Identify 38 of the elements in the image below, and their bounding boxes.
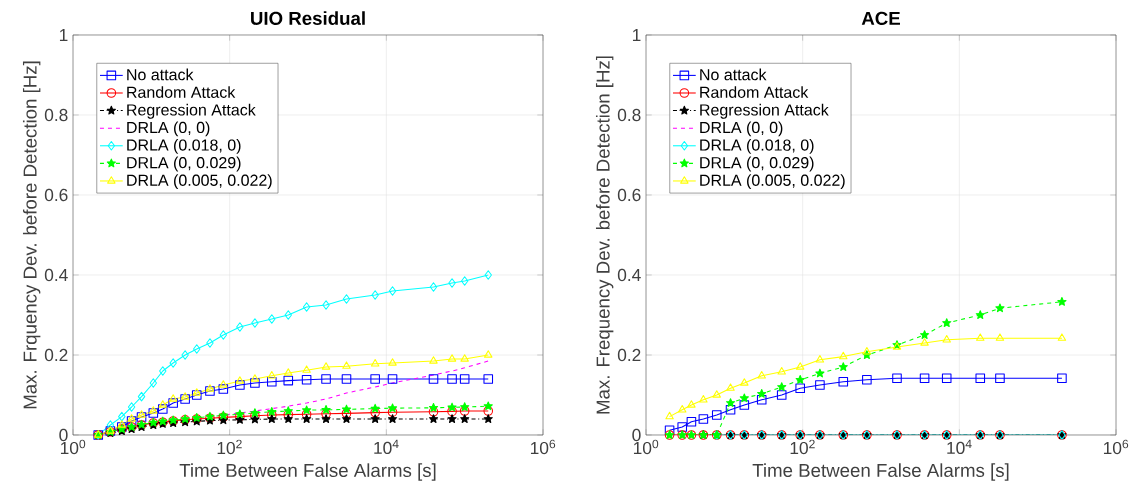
legend-label: No attack [127,68,194,81]
y-tick-label: 1 [59,29,68,41]
y-tick-label: 0.2 [44,348,68,362]
y-tick-label: 0.2 [617,348,641,362]
legend-label: Random Attack [700,86,809,98]
legend-label: DRLA (0, 0.029) [127,156,241,172]
y-tick-label: 0.8 [44,108,68,122]
y-tick-label: 0.6 [617,188,641,202]
y-tick-label: 0.8 [617,108,641,122]
y-axis-title: Max. Frquency Dev. before Detection [Hz] [22,61,41,409]
legend-label: DRLA (0, 0) [127,121,210,137]
y-tick-label: 0.6 [44,188,68,202]
legend-label: Regression Attack [700,103,829,119]
legend-label: DRLA (0.018, 0) [127,138,241,154]
legend-label: No attack [700,68,767,81]
legend-label: DRLA (0.005, 0.022) [127,174,272,190]
x-tick-label: 10$^{2}$ [217,439,242,455]
x-tick-label: 10$^{4}$ [947,439,972,455]
y-tick-label: 0.4 [44,268,68,282]
y-axis-title: Max. Frequency Dev. before Detection [Hz] [595,56,614,414]
legend-label: Regression Attack [127,103,256,119]
x-axis-title: Time Between False Alarms [s] [179,463,436,481]
x-axis-title: Time Between False Alarms [s] [752,463,1009,481]
legend-label: DRLA (0, 0.029) [700,156,814,172]
legend-label: Random Attack [127,86,236,98]
x-tick-label: 10$^{6}$ [530,439,556,455]
x-tick-label: 10$^{2}$ [790,439,815,455]
y-tick-label: 0 [632,428,641,442]
chart-title: UIO Residual [251,11,365,25]
x-tick-label: 10$^{4}$ [374,439,399,455]
legend-label: DRLA (0.018, 0) [700,138,814,154]
y-tick-label: 0 [59,428,68,442]
legend-label: DRLA (0.005, 0.022) [700,174,845,190]
y-tick-label: 1 [632,29,641,41]
legend-label: DRLA (0, 0) [700,121,783,137]
y-tick-label: 0.4 [617,268,641,282]
x-tick-label: 10$^{6}$ [1103,439,1129,455]
chart-title: ACE [861,11,900,25]
